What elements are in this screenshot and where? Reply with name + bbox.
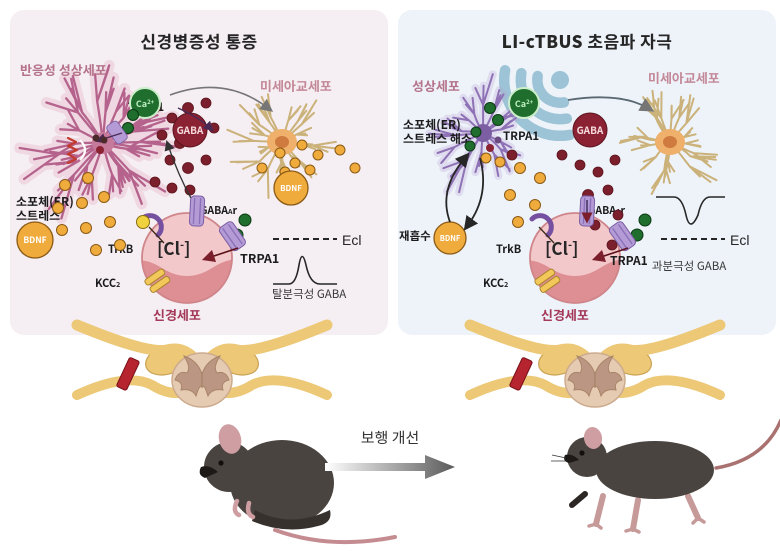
svg-text:BDNF: BDNF — [280, 183, 302, 194]
svg-text:Ecl: Ecl — [342, 232, 361, 248]
svg-text:BDNF: BDNF — [23, 234, 46, 246]
svg-text:GABA: GABA — [177, 122, 204, 137]
